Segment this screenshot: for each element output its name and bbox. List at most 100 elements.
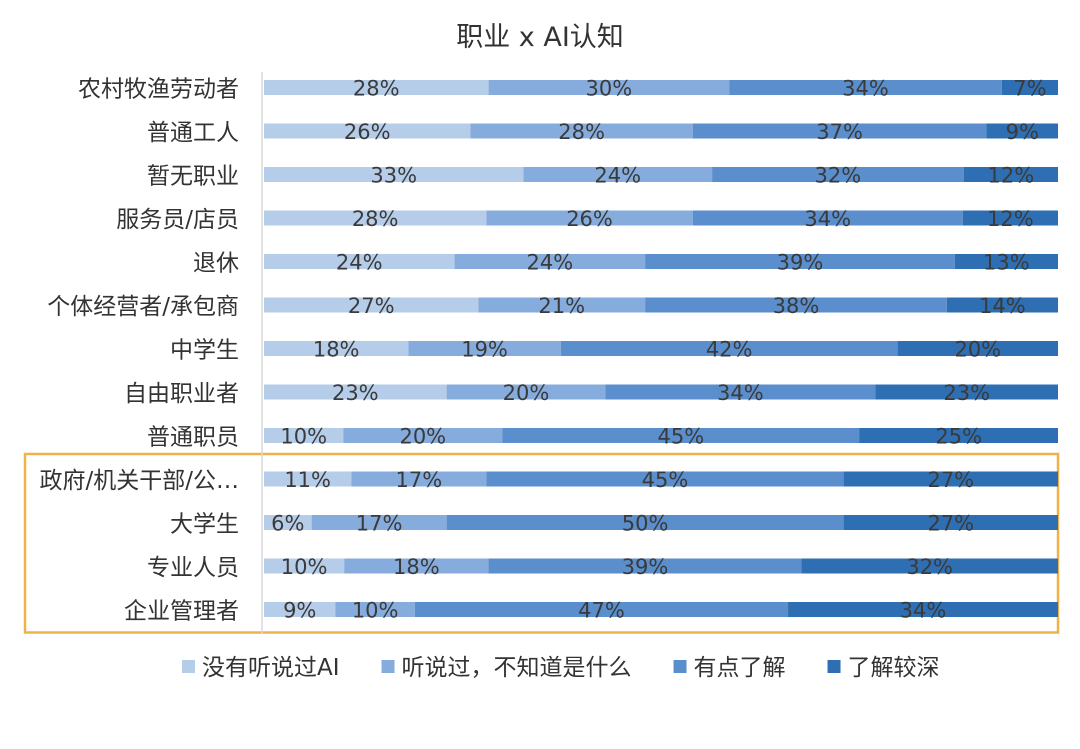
- data-label: 13%: [983, 251, 1030, 275]
- category-label: 退休: [193, 251, 239, 277]
- bar-segment: [954, 254, 1058, 269]
- bar-segment: [408, 341, 561, 356]
- data-label: 23%: [943, 381, 990, 405]
- category-label: 农村牧渔劳动者: [78, 77, 239, 103]
- bar-segment: [488, 558, 802, 574]
- data-label: 26%: [344, 120, 391, 144]
- data-label: 50%: [622, 512, 669, 536]
- data-label: 32%: [815, 164, 862, 188]
- bar-segment: [264, 428, 344, 443]
- category-label: 服务员/店员: [116, 207, 239, 233]
- data-label: 24%: [336, 251, 383, 275]
- bar-segment: [264, 167, 524, 182]
- data-label: 20%: [954, 338, 1001, 362]
- data-label: 18%: [313, 338, 360, 362]
- data-label: 17%: [356, 512, 403, 536]
- data-label: 12%: [987, 164, 1034, 188]
- legend-swatch: [673, 660, 687, 673]
- bar-segment: [486, 210, 693, 226]
- bar-segment: [897, 341, 1058, 356]
- data-label: 10%: [281, 555, 328, 579]
- data-label: 28%: [352, 207, 399, 231]
- bar-segment: [264, 80, 489, 95]
- category-label: 自由职业者: [124, 381, 239, 407]
- data-label: 27%: [927, 512, 974, 536]
- data-label: 7%: [1013, 77, 1046, 101]
- bar-segment: [454, 254, 646, 269]
- bar-segment: [264, 341, 409, 356]
- data-label: 39%: [622, 555, 669, 579]
- bar-segment: [488, 80, 730, 95]
- bar-segment: [712, 167, 964, 182]
- bar-segment: [986, 123, 1058, 139]
- data-label: 27%: [927, 468, 974, 492]
- bar-segment: [264, 297, 479, 313]
- bar-segment: [729, 80, 1002, 95]
- data-label: 17%: [395, 468, 442, 492]
- bar-segment: [560, 341, 898, 356]
- data-label: 28%: [353, 77, 400, 101]
- bar-segment: [692, 210, 963, 226]
- data-label: 14%: [979, 294, 1026, 318]
- bar-segment: [343, 428, 503, 443]
- bar-segment: [875, 384, 1058, 400]
- legend-swatch: [381, 660, 395, 673]
- bar-segment: [344, 558, 489, 574]
- category-label: 企业管理者: [124, 599, 239, 625]
- data-label: 34%: [842, 77, 889, 101]
- highlight-layer: [23, 452, 1060, 634]
- category-label: 政府/机关干部/公…: [40, 468, 240, 494]
- legend-item: 了解较深: [827, 655, 940, 681]
- legend-swatch: [827, 660, 841, 673]
- data-label: 21%: [538, 294, 585, 318]
- bar-segment: [311, 515, 447, 530]
- data-label: 27%: [348, 294, 395, 318]
- bar-segment: [264, 602, 336, 617]
- bar-segment: [264, 471, 352, 487]
- bar-segment: [523, 167, 713, 182]
- bar-segment: [843, 515, 1058, 530]
- bar-segment: [264, 123, 471, 139]
- data-label: 10%: [280, 425, 327, 449]
- legend-item: 没有听说过AI: [182, 655, 340, 681]
- data-label: 34%: [717, 381, 764, 405]
- bar-segment: [645, 254, 955, 269]
- bar-segment: [486, 471, 844, 487]
- category-label: 暂无职业: [147, 164, 239, 190]
- bars-layer: [264, 80, 1058, 617]
- category-label: 专业人员: [147, 555, 239, 581]
- bar-segment: [859, 428, 1058, 443]
- data-label: 34%: [804, 207, 851, 231]
- data-label: 32%: [906, 555, 953, 579]
- category-label: 普通职员: [147, 425, 239, 451]
- bar-segment: [264, 515, 312, 530]
- data-label: 10%: [352, 599, 399, 623]
- data-label: 33%: [370, 164, 417, 188]
- bar-segment: [264, 254, 455, 269]
- category-labels-layer: 农村牧渔劳动者普通工人暂无职业服务员/店员退休个体经营者/承包商中学生自由职业者…: [40, 77, 240, 625]
- data-label: 47%: [578, 599, 625, 623]
- bar-segment: [446, 384, 606, 400]
- data-label: 25%: [935, 425, 982, 449]
- category-label: 普通工人: [147, 120, 239, 146]
- legend-item: 听说过，不知道是什么: [381, 655, 632, 681]
- data-label: 39%: [777, 251, 824, 275]
- bar-segment: [335, 602, 415, 617]
- legend: 没有听说过AI 听说过，不知道是什么 有点了解 了解较深: [182, 655, 940, 681]
- data-label: 11%: [284, 468, 331, 492]
- legend-label: 了解较深: [848, 655, 940, 681]
- bar-segment: [414, 602, 789, 617]
- data-label: 28%: [558, 120, 605, 144]
- bar-segment: [1001, 80, 1058, 95]
- bar-segment: [264, 210, 487, 226]
- data-label: 24%: [526, 251, 573, 275]
- legend-label: 有点了解: [694, 655, 786, 681]
- category-label: 大学生: [170, 512, 239, 538]
- bar-segment: [605, 384, 876, 400]
- bar-segment: [843, 471, 1058, 487]
- data-label: 6%: [271, 512, 304, 536]
- chart-title: 职业 x AI认知: [456, 22, 624, 53]
- bar-segment: [264, 384, 447, 400]
